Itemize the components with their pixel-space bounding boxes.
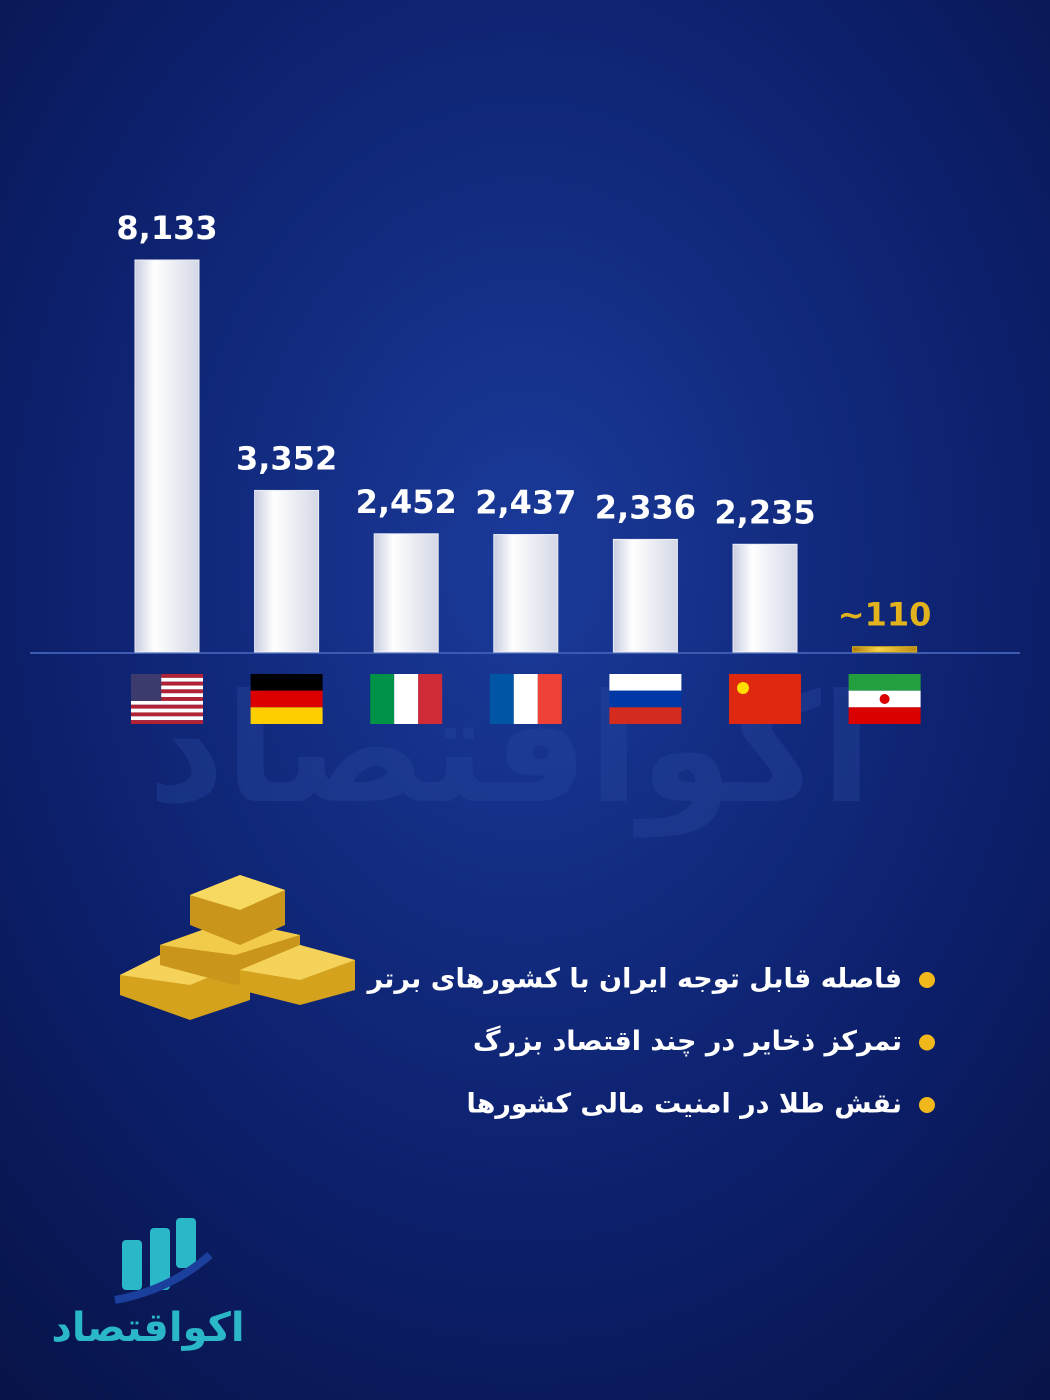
value-label: 3,352 — [236, 439, 337, 477]
flag-stripe — [131, 681, 203, 686]
value-label: 2,437 — [475, 484, 576, 522]
flag-stripe — [131, 708, 203, 713]
flag-stripe — [250, 674, 323, 691]
bullet-text: تمرکز ذخایر در چند اقتصاد بزرگ — [473, 1025, 902, 1057]
bullet-dot — [919, 1034, 935, 1051]
flag-stripe — [250, 690, 323, 708]
gold-bars-illustration — [120, 875, 355, 1020]
flags — [131, 674, 921, 724]
bar — [134, 259, 200, 653]
bullet-text: فاصله قابل توجه ایران با کشورهای برتر — [365, 964, 902, 995]
value-label: 2,235 — [714, 493, 815, 531]
flag-star — [737, 682, 749, 694]
flag-stripe — [848, 707, 921, 724]
flag-stripe — [537, 674, 562, 724]
flag-stripe — [609, 707, 682, 724]
value-label: ~110 — [838, 596, 932, 634]
bullet-list: فاصله قابل توجه ایران با کشورهای برتر تمر… — [365, 964, 935, 1120]
bullet-text: نقش طلا در امنیت مالی کشورها — [467, 1089, 902, 1120]
bar — [852, 646, 918, 653]
flag-stripe — [394, 674, 419, 724]
flag-stripe — [131, 689, 203, 694]
flag-stripe — [609, 674, 682, 691]
flag-stripe — [131, 677, 203, 682]
value-label: 2,336 — [595, 488, 696, 526]
flag-stripe — [131, 712, 203, 717]
bar — [732, 543, 798, 653]
value-label: 2,452 — [356, 483, 457, 521]
logo-text: اکواقتصاد — [51, 1305, 244, 1351]
bar — [254, 489, 320, 653]
flag-stripe — [131, 720, 203, 724]
bullet-dot — [919, 972, 935, 988]
logo: اکواقتصاد — [51, 1218, 245, 1351]
bar — [612, 538, 678, 653]
flag-stripe — [513, 674, 538, 724]
flag-stripe — [848, 674, 921, 691]
flag-stripe — [131, 716, 203, 721]
flag-stripe — [609, 690, 682, 708]
flag-canton — [131, 674, 162, 701]
flag-stripe — [131, 693, 203, 698]
flag-stripe — [489, 674, 514, 724]
flag-field — [729, 674, 801, 724]
value-label: 8,133 — [116, 209, 217, 247]
flag-stripe — [131, 674, 203, 678]
bar — [373, 533, 439, 653]
flag-emblem — [879, 694, 890, 704]
flag-stripe — [131, 704, 203, 709]
flag-stripe — [370, 674, 395, 724]
flag-stripe — [131, 685, 203, 690]
flag-stripe — [131, 697, 203, 701]
flag-stripe — [418, 674, 443, 724]
flag-stripe — [250, 707, 323, 724]
bullet-dot — [919, 1097, 935, 1113]
bar — [493, 534, 559, 653]
flag-stripe — [131, 700, 203, 705]
